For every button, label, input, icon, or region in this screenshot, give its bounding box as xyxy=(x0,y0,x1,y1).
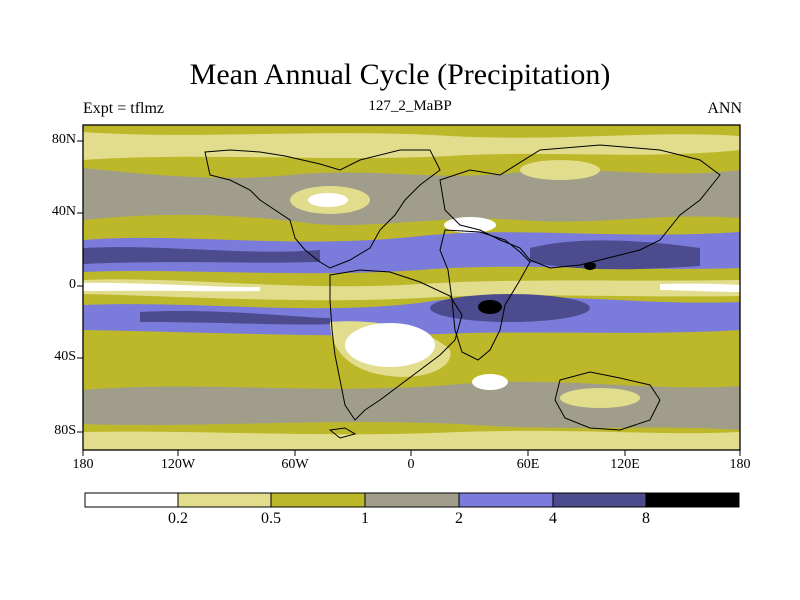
field-black-indian xyxy=(478,300,502,314)
north-america-outline xyxy=(204,149,441,269)
lat-label-80s: 80S xyxy=(54,423,76,438)
field-black-asia xyxy=(584,262,596,270)
lon-label-120e: 120E xyxy=(610,457,640,472)
field-light-south xyxy=(83,430,740,450)
colorbar-bin-4 xyxy=(364,492,460,508)
lat-label-40s: 40S xyxy=(54,349,76,364)
colorbar-label-4: 2 xyxy=(455,510,463,527)
lat-label-40n: 40N xyxy=(51,204,76,219)
island-outline xyxy=(328,427,357,439)
field-white-africa-s xyxy=(472,374,508,390)
lat-label-80n: 80N xyxy=(51,132,76,147)
field-white-equator-east xyxy=(660,283,740,292)
lon-label-120w: 120W xyxy=(160,457,196,472)
axis-ticks xyxy=(77,140,741,456)
colorbar-bin-5 xyxy=(458,492,554,508)
field-gray-north xyxy=(83,168,740,226)
lon-label-60e: 60E xyxy=(516,457,540,472)
colorbar-bin-7 xyxy=(645,492,740,508)
colorbar-bin-6 xyxy=(552,492,647,508)
south-america-outline xyxy=(329,269,463,421)
colorbar xyxy=(84,492,740,508)
field-light-asia xyxy=(520,160,600,180)
africa-outline xyxy=(439,229,531,361)
field-white-equator xyxy=(83,282,260,292)
field-darkblue-pacific-n xyxy=(83,247,320,264)
colorbar-bin-1 xyxy=(84,492,179,508)
australia-outline xyxy=(554,371,661,431)
lon-label-180w: 180 xyxy=(72,457,94,472)
field-darkblue-indian xyxy=(430,294,590,322)
colorbar-bin-2 xyxy=(177,492,272,508)
map-title: Mean Annual Cycle (Precipitation) xyxy=(189,58,611,91)
experiment-label: Expt = tflmz xyxy=(83,100,165,117)
colorbar-label-2: 0.5 xyxy=(261,510,281,527)
field-white-na xyxy=(308,193,348,207)
lon-label-0: 0 xyxy=(407,457,415,472)
field-white-sahara xyxy=(444,217,496,233)
case-label: 127_2_MaBP xyxy=(368,98,452,114)
field-light-north xyxy=(83,132,740,160)
field-darkblue-pacific-s xyxy=(140,311,330,325)
season-label: ANN xyxy=(707,100,742,117)
field-light-australia xyxy=(560,388,640,408)
continent-outlines xyxy=(204,144,721,439)
field-darkblue-asia xyxy=(530,240,700,270)
lon-label-180e: 180 xyxy=(729,457,751,472)
colorbar-label-5: 4 xyxy=(549,510,557,527)
lat-label-0: 0 xyxy=(69,277,76,292)
colorbar-label-6: 8 xyxy=(642,510,650,527)
colorbar-label-3: 1 xyxy=(361,510,369,527)
field-light-equator xyxy=(83,279,740,301)
contour-field xyxy=(83,125,740,450)
colorbar-bin-3 xyxy=(270,492,366,508)
colorbar-label-1: 0.2 xyxy=(168,510,188,527)
field-white-sa xyxy=(345,323,435,367)
lon-label-60w: 60W xyxy=(281,457,309,472)
